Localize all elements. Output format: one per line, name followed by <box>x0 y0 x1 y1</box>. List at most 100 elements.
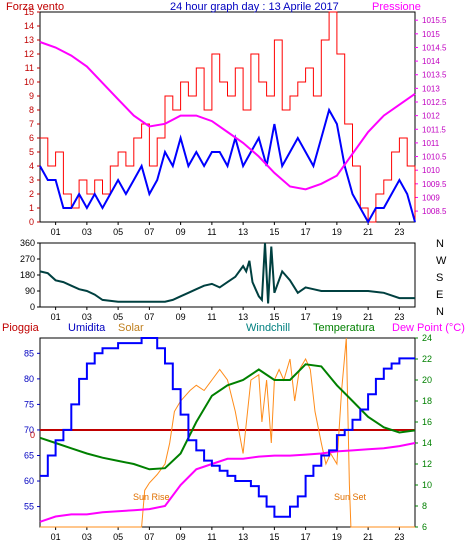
temperature-tick-label: 14 <box>422 438 432 448</box>
wind-speed-tick-label: 4 <box>29 161 34 171</box>
temperature-tick-label: 10 <box>422 480 432 490</box>
bottom-x-tick-label: 23 <box>394 532 404 542</box>
direction-label-e: E <box>436 289 443 301</box>
direction-tick-label: 360 <box>20 238 35 248</box>
wind-speed-tick-label: 3 <box>29 175 34 185</box>
middle-x-tick-label: 07 <box>144 312 154 322</box>
pressure-label: Pressione <box>372 1 421 13</box>
temperature-tick-label: 16 <box>422 417 432 427</box>
pressure-tick-label: 1008.5 <box>422 207 447 216</box>
middle-x-tick-label: 17 <box>301 312 311 322</box>
wind-speed-tick-label: 15 <box>24 7 34 17</box>
middle-x-tick-label: 03 <box>82 312 92 322</box>
temperature-tick-label: 22 <box>422 354 432 364</box>
top-x-tick-label: 03 <box>82 227 92 237</box>
middle-x-tick-label: 09 <box>176 312 186 322</box>
direction-tick-label: 0 <box>30 302 35 312</box>
bottom-x-tick-label: 11 <box>207 532 216 542</box>
pressure-series <box>39 41 416 191</box>
humidity-tick-label: 75 <box>24 399 34 409</box>
pressure-tick-label: 1012 <box>422 112 440 121</box>
temperature-tick-label: 8 <box>422 501 427 511</box>
direction-label-s: S <box>436 272 443 284</box>
humidity-tick-label: 70 <box>24 425 34 435</box>
middle-x-tick-label: 01 <box>51 312 61 322</box>
pressure-tick-label: 1013.5 <box>422 71 447 80</box>
top-x-tick-label: 07 <box>144 227 154 237</box>
pressure-tick-label: 1013 <box>422 84 440 93</box>
wind-speed-tick-label: 9 <box>29 91 34 101</box>
direction-label-n-bottom: N <box>436 306 444 318</box>
temperature-tick-label: 18 <box>422 396 432 406</box>
bottom-x-tick-label: 03 <box>82 532 92 542</box>
humidity-label: Umidita <box>68 322 106 334</box>
bottom-x-tick-label: 21 <box>363 532 373 542</box>
plot-area-middle <box>39 242 416 308</box>
temperature-tick-label: 20 <box>422 375 432 385</box>
direction-label-n-top: N <box>436 238 444 250</box>
chart-title: 24 hour graph day : 13 Aprile 2017 <box>170 1 339 13</box>
pressure-tick-label: 1014.5 <box>422 43 447 52</box>
solar-series <box>40 337 415 528</box>
middle-x-tick-label: 13 <box>238 312 248 322</box>
wind-speed-tick-label: 1 <box>29 203 34 213</box>
bottom-x-tick-label: 01 <box>51 532 61 542</box>
solar-label: Solar <box>118 322 144 334</box>
wind-gust-series <box>39 107 416 225</box>
pressure-tick-label: 1010.5 <box>422 153 447 162</box>
wind-speed-tick-label: 2 <box>29 189 34 199</box>
rain-label: Pioggia <box>2 322 40 334</box>
pressure-tick-label: 1010 <box>422 166 440 175</box>
temperature-series <box>39 363 416 471</box>
pressure-tick-label: 1009 <box>422 193 440 202</box>
humidity-tick-label: 85 <box>24 348 34 358</box>
bottom-x-tick-label: 07 <box>144 532 154 542</box>
wind-speed-tick-label: 10 <box>24 77 34 87</box>
wind-speed-tick-label: 6 <box>29 133 34 143</box>
wind-speed-tick-label: 14 <box>24 21 34 31</box>
direction-label-w: W <box>436 255 447 267</box>
middle-x-tick-label: 19 <box>332 312 342 322</box>
pressure-tick-label: 1015.5 <box>422 16 447 25</box>
direction-tick-label: 270 <box>20 254 35 264</box>
pressure-tick-label: 1011 <box>422 139 440 148</box>
pressure-tick-label: 1015 <box>422 30 440 39</box>
middle-x-tick-label: 23 <box>394 312 404 322</box>
top-x-tick-label: 17 <box>301 227 311 237</box>
top-x-tick-label: 21 <box>363 227 373 237</box>
humidity-tick-label: 65 <box>24 450 34 460</box>
middle-x-tick-label: 15 <box>269 312 279 322</box>
wind-speed-tick-label: 5 <box>29 147 34 157</box>
wind-speed-series <box>40 11 416 223</box>
dew-point-label: Dew Point (°C) <box>392 322 465 334</box>
top-x-tick-label: 19 <box>332 227 342 237</box>
bottom-x-tick-label: 17 <box>301 532 311 542</box>
humidity-tick-label: 55 <box>24 502 34 512</box>
bottom-x-tick-label: 15 <box>269 532 279 542</box>
middle-x-tick-label: 11 <box>207 312 216 322</box>
direction-tick-label: 180 <box>20 270 35 280</box>
sunset-label: Sun Set <box>334 492 367 502</box>
bottom-x-tick-label: 05 <box>113 532 123 542</box>
humidity-temperature-chart: 55 60 65 70 75 80 85 6 8 10 12 14 16 18 20 22 24 01 03 05 07… <box>24 333 432 542</box>
wind-speed-tick-label: 8 <box>29 105 34 115</box>
pressure-tick-label: 1014 <box>422 57 440 66</box>
bottom-x-tick-label: 19 <box>332 532 342 542</box>
bottom-x-tick-label: 09 <box>176 532 186 542</box>
top-x-tick-label: 01 <box>51 227 61 237</box>
humidity-tick-label: 80 <box>24 374 34 384</box>
humidity-series <box>40 337 415 518</box>
sunrise-label: Sun Rise <box>133 492 170 502</box>
wind-direction-series <box>39 242 415 304</box>
top-x-tick-label: 23 <box>394 227 404 237</box>
top-x-tick-label: 05 <box>113 227 123 237</box>
wind-speed-tick-label: 12 <box>24 49 34 59</box>
temperature-tick-label: 24 <box>422 333 432 343</box>
top-x-tick-label: 09 <box>176 227 186 237</box>
top-x-tick-label: 11 <box>207 227 216 237</box>
direction-tick-label: 90 <box>25 286 35 296</box>
wind-direction-chart: 0 90 180 270 360 01 03 05 07 09 11 13 15 17 19 21 23 <box>20 238 416 322</box>
bottom-x-tick-label: 13 <box>238 532 248 542</box>
temperature-tick-label: 6 <box>422 522 427 532</box>
